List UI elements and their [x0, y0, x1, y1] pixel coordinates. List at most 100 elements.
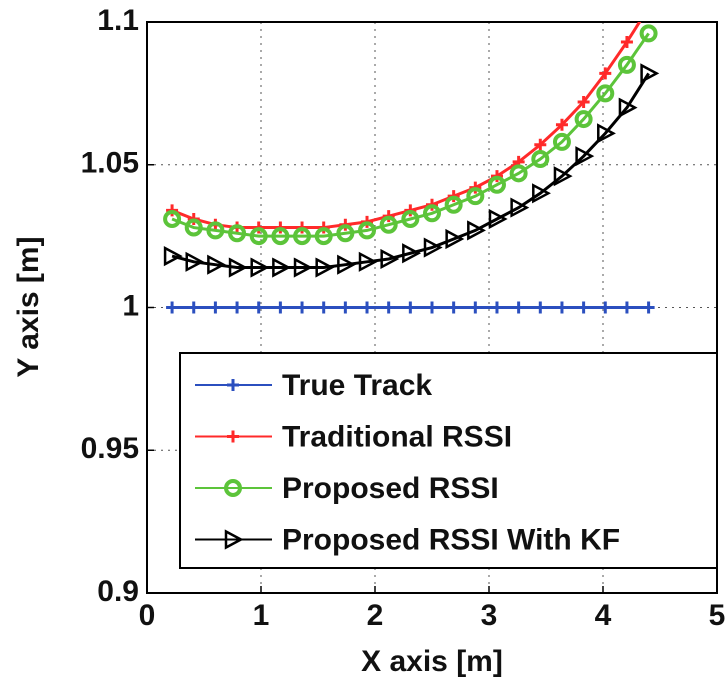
- marker: [206, 221, 225, 240]
- marker: [231, 301, 244, 314]
- marker: [163, 246, 183, 267]
- marker: [445, 228, 465, 250]
- marker: [382, 301, 395, 314]
- marker: [314, 227, 333, 246]
- marker: [599, 301, 612, 314]
- marker: [296, 301, 309, 314]
- legend-label: True Track: [282, 369, 432, 402]
- marker: [469, 301, 482, 314]
- marker: [467, 220, 486, 241]
- marker: [163, 209, 182, 228]
- marker: [185, 251, 205, 272]
- marker: [358, 221, 377, 240]
- y-axis-label: Y axis [m]: [12, 236, 45, 377]
- marker: [224, 529, 244, 550]
- marker: [509, 164, 528, 183]
- marker: [209, 301, 222, 314]
- marker: [490, 301, 503, 314]
- marker: [184, 218, 203, 237]
- marker: [577, 301, 590, 314]
- marker: [532, 183, 551, 204]
- marker: [423, 204, 441, 223]
- marker: [336, 224, 355, 243]
- legend-label: Traditional RSSI: [282, 420, 512, 453]
- marker: [426, 301, 438, 314]
- marker: [358, 251, 378, 272]
- x-tick-label: 0: [139, 599, 156, 632]
- y-tick-label: 0.95: [81, 432, 139, 465]
- marker: [224, 479, 242, 497]
- marker: [249, 227, 268, 246]
- marker: [599, 67, 612, 80]
- marker: [466, 187, 485, 206]
- marker: [510, 197, 530, 218]
- x-axis-label: X axis [m]: [361, 645, 503, 678]
- marker: [531, 150, 550, 169]
- marker: [402, 243, 421, 264]
- marker: [271, 227, 290, 246]
- marker: [575, 146, 595, 167]
- y-tick-label: 1: [122, 289, 139, 322]
- marker: [643, 2, 655, 14]
- x-tick-label: 4: [595, 599, 612, 632]
- marker: [447, 301, 460, 314]
- marker: [317, 301, 330, 314]
- marker: [618, 97, 638, 118]
- marker: [640, 63, 660, 84]
- y-tick-label: 1.1: [97, 4, 139, 37]
- marker: [379, 215, 398, 234]
- marker: [444, 195, 463, 214]
- marker: [555, 301, 568, 314]
- marker: [293, 257, 313, 278]
- legend-box: [179, 352, 718, 569]
- marker: [166, 301, 179, 314]
- marker: [207, 254, 227, 275]
- marker: [252, 301, 265, 314]
- marker: [642, 301, 655, 314]
- marker: [487, 175, 506, 194]
- marker: [361, 301, 374, 314]
- marker: [555, 118, 568, 131]
- marker: [423, 237, 443, 258]
- marker: [639, 24, 658, 43]
- y-tick-label: 1.05: [81, 147, 139, 180]
- marker: [512, 301, 525, 314]
- x-tick-label: 5: [709, 599, 726, 632]
- y-tick-label: 0.9: [97, 575, 139, 608]
- marker: [577, 95, 590, 108]
- marker: [315, 257, 335, 278]
- marker: [620, 35, 633, 48]
- x-tick-label: 2: [367, 599, 384, 632]
- marker: [228, 257, 248, 278]
- marker: [228, 224, 247, 243]
- marker: [534, 138, 547, 151]
- marker: [597, 123, 616, 144]
- marker: [250, 257, 270, 278]
- axes-frame: [146, 21, 718, 594]
- marker: [552, 132, 571, 151]
- marker: [227, 379, 239, 391]
- marker: [272, 257, 292, 278]
- marker: [596, 84, 615, 103]
- legend-label: Proposed RSSI With KF: [282, 523, 620, 556]
- marker: [620, 301, 633, 314]
- marker: [187, 301, 200, 314]
- marker: [339, 301, 352, 314]
- plot-layer: [163, 2, 660, 314]
- marker: [574, 110, 593, 129]
- marker: [534, 301, 547, 314]
- marker: [553, 166, 573, 187]
- marker: [380, 248, 400, 270]
- marker: [293, 227, 312, 246]
- marker: [404, 301, 417, 314]
- legend-label: Proposed RSSI: [282, 472, 499, 505]
- marker: [227, 430, 239, 443]
- x-tick-label: 1: [253, 599, 270, 632]
- marker: [401, 209, 420, 228]
- marker: [274, 301, 287, 314]
- marker: [337, 254, 357, 275]
- x-tick-label: 3: [481, 599, 498, 632]
- marker: [617, 55, 636, 74]
- marker: [488, 208, 508, 230]
